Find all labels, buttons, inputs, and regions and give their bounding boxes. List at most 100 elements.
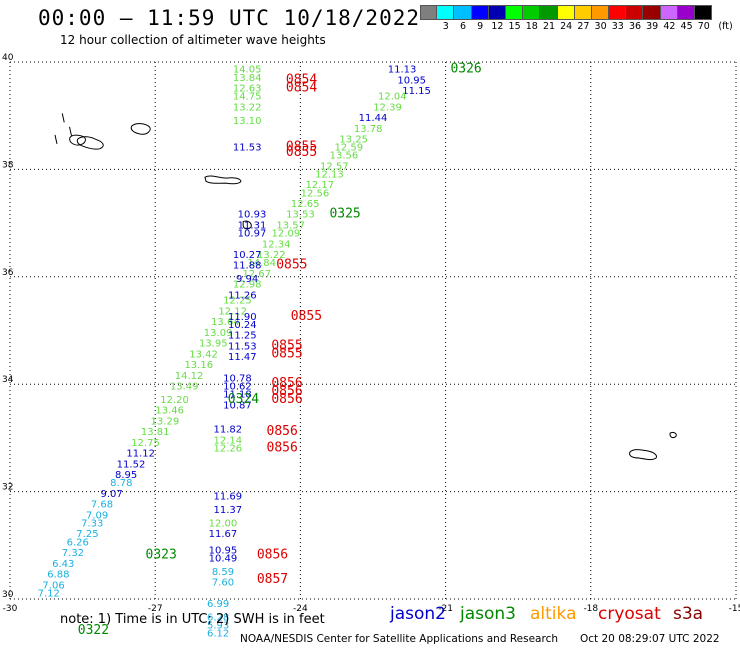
swh-value-label: 13.95 xyxy=(199,339,228,350)
swh-value-label: 10.95 xyxy=(209,545,238,556)
pass-time-label: 0854 xyxy=(286,81,317,96)
page-subtitle: 12 hour collection of altimeter wave hei… xyxy=(60,33,326,47)
pass-time-label: 0855 xyxy=(271,346,302,361)
lon-tick-label: -21 xyxy=(438,604,453,614)
santa-maria-island xyxy=(242,220,252,230)
lon-tick-label: -30 xyxy=(3,604,18,614)
swh-value-label: 13.42 xyxy=(189,349,218,360)
pass-time-label: 0855 xyxy=(286,140,317,155)
swh-value-label: 12.12 xyxy=(218,306,247,317)
islet xyxy=(54,134,58,144)
swh-value-label: 12.56 xyxy=(301,188,330,199)
pass-time-label: 0323 xyxy=(146,548,177,563)
swh-values: 11.1310.9511.1512.0412.3911.4413.7813.25… xyxy=(38,65,431,640)
color-scale-label: 3 xyxy=(442,21,449,32)
lat-tick-label: 34 xyxy=(2,375,14,385)
swh-value-label: 12.26 xyxy=(213,443,242,454)
swh-value-label: 13.56 xyxy=(330,151,359,162)
color-scale-label: 45 xyxy=(680,21,693,32)
legend-jason3: jason3 xyxy=(460,604,516,624)
swh-value-label: 6.43 xyxy=(52,559,74,570)
color-scale-bar xyxy=(420,5,713,20)
swh-value-label: 11.26 xyxy=(228,290,257,301)
swh-value-label: 5.93 xyxy=(207,621,229,632)
lon-tick-label: -24 xyxy=(293,604,308,614)
color-scale-swatch xyxy=(695,5,713,20)
swh-value-label: 11.53 xyxy=(233,143,262,154)
color-scale-label: 15 xyxy=(508,21,521,32)
color-scale-swatch xyxy=(420,5,438,20)
pass-time-label: 0322 xyxy=(78,623,109,638)
color-scale-swatch xyxy=(540,5,558,20)
pass-time-label: 0856 xyxy=(271,376,302,391)
axis-tick-labels: -30 -27 -24 -21 -18 -15 30 32 34 36 38 40 xyxy=(2,53,740,614)
swh-value-label: 10.97 xyxy=(238,229,267,240)
color-scale-swatch xyxy=(609,5,627,20)
lon-tick-label: -18 xyxy=(583,604,598,614)
map-grid xyxy=(9,61,737,600)
swh-value-label: 13.10 xyxy=(233,116,262,127)
color-scale-swatch xyxy=(643,5,661,20)
credit-text: NOAA/NESDIS Center for Satellite Applica… xyxy=(240,633,558,645)
color-scale-swatch xyxy=(471,5,489,20)
color-scale-label: 30 xyxy=(594,21,607,32)
swh-value-label: 10.95 xyxy=(397,75,426,86)
swh-value-label: 11.82 xyxy=(213,425,242,436)
swh-value-label: 13.64 xyxy=(211,317,240,328)
pass-time-label: 0857 xyxy=(257,572,288,587)
color-scale-swatch xyxy=(523,5,541,20)
color-scale-swatch xyxy=(505,5,524,20)
swh-value-label: 11.53 xyxy=(228,341,257,352)
swh-value-label: 7.09 xyxy=(86,510,108,521)
island-outlines xyxy=(54,113,677,461)
swh-value-label: 7.12 xyxy=(38,588,60,599)
swh-value-label: 11.13 xyxy=(388,65,417,76)
color-scale-swatch xyxy=(437,5,455,20)
swh-value-label: 13.16 xyxy=(184,360,213,371)
pass-time-label: 0855 xyxy=(286,145,317,160)
swh-value-label: 7.25 xyxy=(76,529,98,540)
swh-value-label: 14.84 xyxy=(247,258,276,269)
units-note: note: 1) Time is in UTC; 2) SWH is in fe… xyxy=(60,612,325,627)
color-scale-swatch xyxy=(591,5,610,20)
color-scale-unit: (ft) xyxy=(718,21,733,32)
swh-value-label: 12.13 xyxy=(315,169,344,180)
color-scale-swatch xyxy=(626,5,644,20)
faial-island xyxy=(76,136,104,150)
swh-value-label: 6.26 xyxy=(67,537,89,548)
pass-time-label: 0326 xyxy=(450,62,481,77)
page-title: 00:00 – 11:59 UTC 10/18/2022 xyxy=(38,6,421,30)
color-scale-label: 12 xyxy=(491,21,504,32)
lat-tick-label: 30 xyxy=(2,590,14,600)
color-scale-swatch xyxy=(660,5,678,20)
swh-value-label: 7.60 xyxy=(212,578,234,589)
swh-value-label: 13.09 xyxy=(204,328,233,339)
swh-value-label: 13.22 xyxy=(257,250,286,261)
swh-value-label: 11.37 xyxy=(213,505,242,516)
swh-value-label: 12.17 xyxy=(305,180,334,191)
swh-value-label: 8.59 xyxy=(212,567,234,578)
porto-santo-island xyxy=(669,431,677,439)
color-scale-label: 33 xyxy=(611,21,624,32)
color-scale-label: 18 xyxy=(525,21,538,32)
swh-value-label: 12.04 xyxy=(378,92,407,103)
color-scale-label: 39 xyxy=(646,21,659,32)
pass-time-label: 0856 xyxy=(271,392,302,407)
swh-value-label: 11.15 xyxy=(402,86,431,97)
swh-value-label: 12.59 xyxy=(334,143,363,154)
color-scale-label: 27 xyxy=(577,21,590,32)
pass-time-label: 0855 xyxy=(271,338,302,353)
legend-cryosat: cryosat xyxy=(598,604,661,624)
color-scale-label: 9 xyxy=(477,21,484,32)
color-scale-swatch xyxy=(574,5,592,20)
swh-value-label: 10.24 xyxy=(228,320,257,331)
swh-value-label: 6.28 xyxy=(207,612,229,623)
swh-value-label: 9.07 xyxy=(101,489,123,500)
islet xyxy=(69,126,72,136)
swh-value-label: 10.62 xyxy=(223,382,252,393)
pass-time-label: 0855 xyxy=(276,258,307,273)
swh-value-label: 9.94 xyxy=(236,274,258,285)
color-scale-swatch xyxy=(488,5,506,20)
color-scale-swatch xyxy=(557,5,575,20)
